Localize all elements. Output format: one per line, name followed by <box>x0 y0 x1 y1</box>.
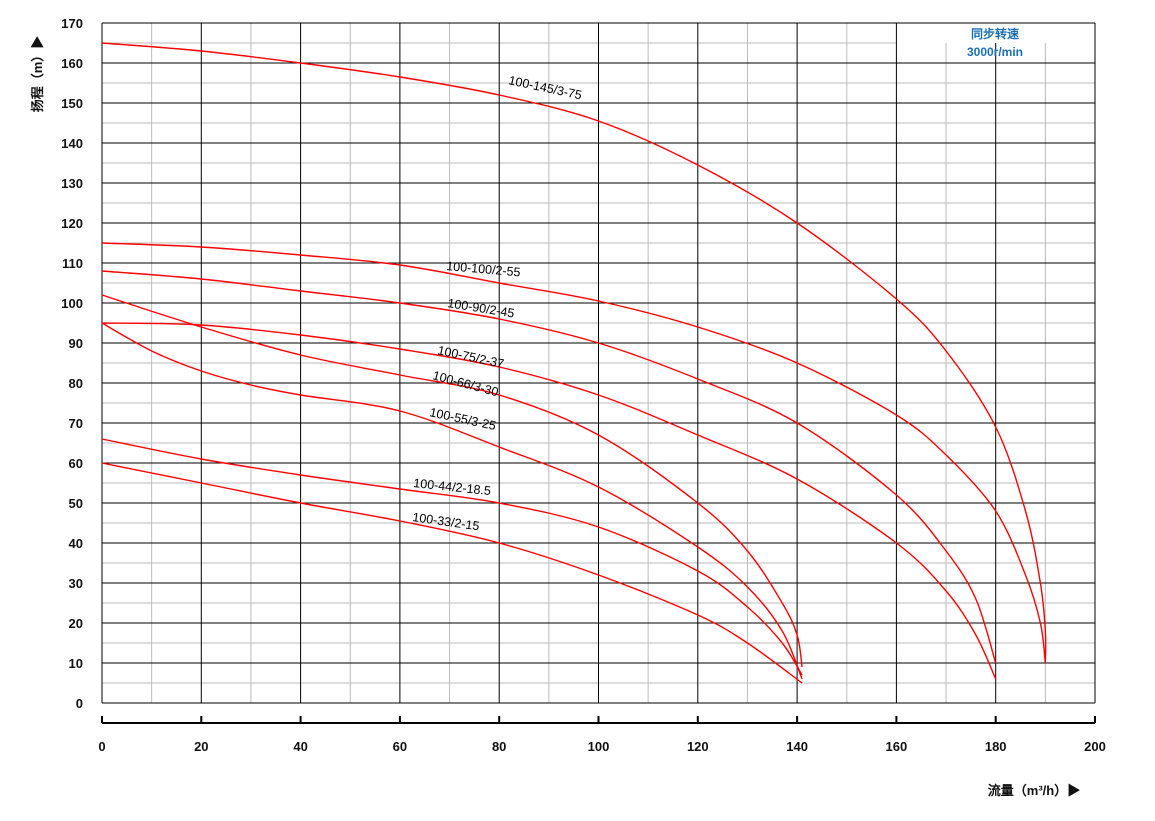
y-tick-label: 0 <box>76 696 83 711</box>
x-tick-label: 100 <box>588 739 610 754</box>
y-tick-label: 170 <box>61 16 83 31</box>
curve-100-100/2-55 <box>101 242 1047 664</box>
x-tick-label: 180 <box>985 739 1007 754</box>
curve-label: 100-75/2-37 <box>436 343 505 371</box>
x-axis-label: 流量（m³/h）▶ <box>988 783 1080 798</box>
speed-label: 同步转速 <box>971 26 1019 41</box>
curve-100-90/2-45 <box>101 270 997 664</box>
x-tick-label: 0 <box>98 739 105 754</box>
y-tick-label: 80 <box>69 376 83 391</box>
curve-label: 100-145/3-75 <box>507 73 583 102</box>
x-tick-label: 80 <box>492 739 506 754</box>
x-tick-label: 140 <box>786 739 808 754</box>
y-tick-label: 50 <box>69 496 83 511</box>
y-tick-label: 90 <box>69 336 83 351</box>
curve-label: 100-44/2-18.5 <box>413 476 492 498</box>
y-tick-label: 70 <box>69 416 83 431</box>
curve-label: 100-90/2-45 <box>447 296 516 320</box>
x-tick-label: 200 <box>1084 739 1106 754</box>
y-tick-label: 20 <box>69 616 83 631</box>
curve-label: 100-100/2-55 <box>446 259 521 279</box>
y-tick-label: 60 <box>69 456 83 471</box>
curve-100-66/3-30 <box>101 294 803 668</box>
y-tick-label: 150 <box>61 96 83 111</box>
x-tick-label: 20 <box>194 739 208 754</box>
y-tick-label: 140 <box>61 136 83 151</box>
curve-100-145/3-75 <box>101 42 1047 664</box>
y-tick-label: 100 <box>61 296 83 311</box>
speed-value: 3000r/min <box>967 45 1023 59</box>
curves <box>101 42 1047 684</box>
x-tick-label: 160 <box>886 739 908 754</box>
y-tick-label: 40 <box>69 536 83 551</box>
curve-100-33/2-15 <box>101 462 803 684</box>
grid <box>101 22 1096 704</box>
x-tick-label: 120 <box>687 739 709 754</box>
y-tick-label: 120 <box>61 216 83 231</box>
y-tick-label: 10 <box>69 656 83 671</box>
curve-100-44/2-18.5 <box>101 438 803 676</box>
y-tick-label: 110 <box>62 256 83 271</box>
axes: 0 20 40 60 80 100 120 140 160 180 200 0 10 20 30 40 50 60… <box>61 16 1106 754</box>
y-tick-label: 160 <box>61 56 83 71</box>
x-tick-label: 40 <box>293 739 307 754</box>
annotation-box <box>897 24 1094 41</box>
y-tick-label: 130 <box>61 176 83 191</box>
curve-label: 100-66/3-30 <box>431 368 500 399</box>
curve-label: 100-55/3-25 <box>428 405 497 433</box>
y-axis-label: 扬程（m）▶ <box>30 36 45 113</box>
y-tick-label: 30 <box>69 576 83 591</box>
x-tick-label: 60 <box>393 739 407 754</box>
curve-100-75/2-37 <box>101 322 997 680</box>
curve-100-55/3-25 <box>101 322 803 680</box>
